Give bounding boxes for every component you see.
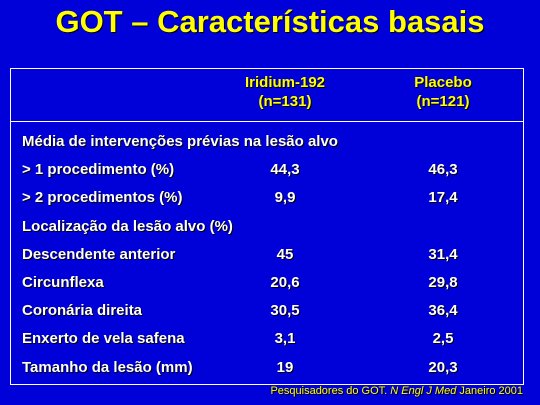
cell-value: 9,9: [274, 189, 296, 207]
row-label: Coronária direita: [22, 302, 143, 320]
footer-journal: N Engl J Med: [390, 385, 457, 397]
footer: Pesquisadores do GOT. N Engl J Med Janei…: [270, 385, 523, 397]
cell-value: 46,3: [428, 161, 458, 179]
slide-title: GOT – Características basais: [55, 4, 485, 39]
row-label: Média de intervenções prévias na lesão a…: [22, 133, 338, 150]
row-label: > 2 procedimentos (%): [22, 189, 183, 207]
cell-value: 29,8: [428, 274, 458, 291]
cell-value: 2,5: [432, 330, 454, 348]
column-header: (n=121): [416, 93, 470, 110]
column-header: Placebo: [414, 74, 472, 91]
cell-value: 31,4: [428, 245, 458, 263]
cell-value: 45: [276, 245, 294, 263]
row-label: > 1 procedimento (%): [22, 161, 175, 179]
row-label: Circunflexa: [22, 274, 104, 291]
row-label: Tamanho da lesão (mm): [22, 358, 193, 376]
cell-value: 19: [276, 358, 294, 376]
cell-value: 17,4: [428, 189, 458, 207]
column-header: Iridium-192: [244, 74, 326, 91]
column-header: (n=131): [258, 93, 312, 110]
cell-value: 20,3: [428, 358, 458, 376]
header-divider: [10, 121, 523, 122]
footer-date: Janeiro 2001: [459, 385, 523, 397]
row-label: Enxerto de vela safena: [22, 330, 185, 348]
cell-value: 44,3: [270, 161, 300, 179]
cell-value: 36,4: [428, 302, 458, 320]
cell-value: 20,6: [270, 274, 300, 291]
row-label: Descendente anterior: [22, 245, 176, 263]
cell-value: 3,1: [274, 330, 296, 348]
row-label: Localização da lesão alvo (%): [22, 217, 233, 235]
table-frame: [10, 68, 524, 385]
cell-value: 30,5: [270, 302, 300, 320]
footer-authors: Pesquisadores do GOT.: [270, 385, 388, 397]
